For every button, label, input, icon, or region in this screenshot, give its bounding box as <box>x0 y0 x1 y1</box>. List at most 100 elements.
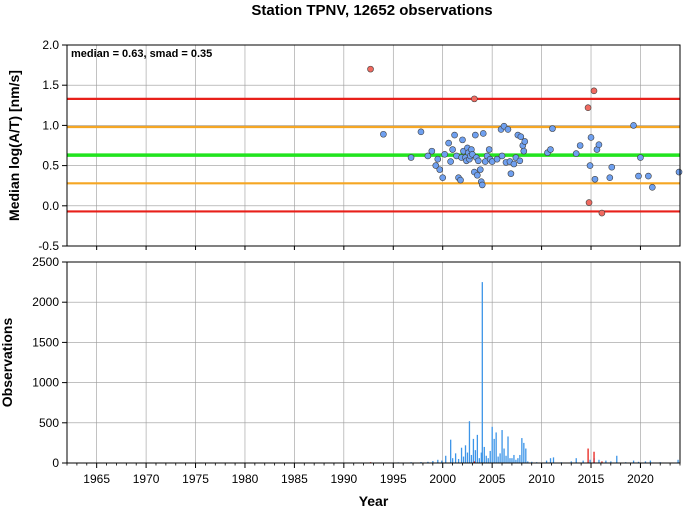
observation-bar-0-66 <box>644 461 647 463</box>
chart-title: Station TPNV, 12652 observations <box>251 2 492 19</box>
observation-bar-0-39 <box>511 458 513 463</box>
scatter-point-0-12 <box>449 146 456 153</box>
observation-bar-0-17 <box>468 421 471 463</box>
scatter-point-1-0 <box>367 65 374 73</box>
top-ytick-label-1: 1.5 <box>42 78 59 92</box>
scatter-point-0-36 <box>479 130 487 137</box>
bottom-y-axis-label: Observations <box>0 318 15 408</box>
scatter-point-0-8 <box>439 174 447 181</box>
observation-bar-1-1 <box>473 461 476 463</box>
observations-panel: 2500 2000 1500 1000 500 0 1965 1970 1975 1980 198… <box>0 255 681 509</box>
bottom-xtick-label-4: 1985 <box>281 472 308 486</box>
scatter-point-0-6 <box>434 155 442 163</box>
observation-bar-0-29 <box>491 426 493 463</box>
observation-bar-0-12 <box>457 458 460 463</box>
observation-bar-0-9 <box>450 439 452 463</box>
scatter-point-0-32 <box>475 157 482 165</box>
observation-bar-0-50 <box>545 460 548 463</box>
observation-bar-0-57 <box>589 459 591 463</box>
top-plot-area <box>67 45 680 246</box>
observation-bar-1-2 <box>587 448 589 463</box>
scatter-point-1-3 <box>585 199 593 206</box>
observation-bar-0-69 <box>677 459 679 463</box>
scatter-point-0-42 <box>493 155 501 163</box>
observation-bar-0-25 <box>483 446 485 463</box>
observation-bar-0-23 <box>480 452 482 463</box>
scatter-point-0-72 <box>637 154 644 161</box>
top-ytick-label-0: 2.0 <box>42 38 59 52</box>
scatter-point-0-18 <box>459 136 466 144</box>
top-ytick-label-2: 1.0 <box>42 118 59 132</box>
scatter-point-0-53 <box>516 157 524 165</box>
observation-bar-0-28 <box>489 450 491 463</box>
scatter-point-0-39 <box>485 146 493 153</box>
observation-bar-0-6 <box>437 459 439 463</box>
observation-bar-0-37 <box>507 436 509 463</box>
observation-bar-0-10 <box>451 458 454 463</box>
scatter-point-1-5 <box>598 209 606 217</box>
scatter-point-0-54 <box>517 133 525 140</box>
observation-bar-0-16 <box>466 452 469 463</box>
bottom-ytick-label-0: 2500 <box>32 255 59 269</box>
scatter-point-1-2 <box>584 104 592 112</box>
scatter-point-0-68 <box>606 174 614 181</box>
observation-bar-0-5 <box>432 460 434 463</box>
scatter-point-0-33 <box>476 166 484 173</box>
bottom-xtick-label-11: 2020 <box>627 472 654 486</box>
observation-bar-0-32 <box>497 456 499 463</box>
observation-bar-0-20 <box>474 450 477 463</box>
x-axis-label: Year <box>359 493 389 509</box>
observation-bar-0-11 <box>454 453 457 463</box>
scatter-point-0-3 <box>424 152 432 160</box>
observation-bar-0-62 <box>616 455 618 463</box>
bottom-plot-area <box>67 262 680 463</box>
observation-bar-0-7 <box>441 460 443 463</box>
scatter-point-0-65 <box>591 175 599 183</box>
observation-bar-1-4 <box>601 461 603 463</box>
scatter-point-0-0 <box>380 130 387 138</box>
scatter-point-0-63 <box>586 162 594 169</box>
observation-bar-0-18 <box>470 454 473 463</box>
scatter-point-0-44 <box>498 152 506 160</box>
bottom-ytick-label-2: 1500 <box>32 335 59 349</box>
bottom-ytick-label-3: 1000 <box>32 376 59 390</box>
bottom-xtick-label-8: 2005 <box>479 472 506 486</box>
scatter-point-0-61 <box>572 150 580 157</box>
bottom-xtick-label-2: 1975 <box>182 472 209 486</box>
scatter-point-0-57 <box>521 138 529 145</box>
observation-bar-0-38 <box>509 458 511 463</box>
bottom-ytick-label-5: 0 <box>52 456 59 470</box>
observation-bar-0-65 <box>637 461 640 463</box>
observation-bar-0-61 <box>610 461 612 463</box>
observation-bar-0-27 <box>487 458 489 463</box>
scatter-point-0-62 <box>576 142 584 149</box>
bottom-xtick-label-1: 1970 <box>133 472 160 486</box>
bottom-y-ticks: 2500 2000 1500 1000 500 0 <box>32 255 67 470</box>
bottom-xtick-label-7: 2000 <box>429 472 456 486</box>
bottom-ytick-label-1: 2000 <box>32 295 59 309</box>
scatter-point-0-60 <box>549 125 556 132</box>
observation-bar-0-35 <box>503 448 505 463</box>
observation-bar-0-55 <box>575 458 577 463</box>
scatter-point-0-73 <box>645 172 652 180</box>
scatter-point-0-16 <box>457 176 464 184</box>
scatter-point-0-35 <box>478 181 486 189</box>
observation-bar-0-60 <box>605 460 607 463</box>
observation-bar-0-43 <box>519 454 521 463</box>
scatter-point-0-10 <box>445 139 452 147</box>
top-x-ticks <box>96 246 641 250</box>
observation-bar-0-59 <box>598 459 600 463</box>
scatter-point-0-11 <box>447 158 454 165</box>
bottom-xtick-label-3: 1980 <box>232 472 259 486</box>
observation-bar-0-31 <box>495 432 497 463</box>
bottom-xtick-label-0: 1965 <box>83 472 110 486</box>
observation-bar-0-44 <box>521 438 523 463</box>
observation-bar-0-26 <box>485 455 487 463</box>
scatter-point-0-49 <box>507 170 515 177</box>
scatter-points <box>367 65 683 217</box>
observation-bar-0-21 <box>476 434 479 463</box>
observation-bar-0-52 <box>552 457 555 463</box>
scatter-point-0-71 <box>635 172 642 180</box>
observation-bar-0-33 <box>499 453 501 463</box>
